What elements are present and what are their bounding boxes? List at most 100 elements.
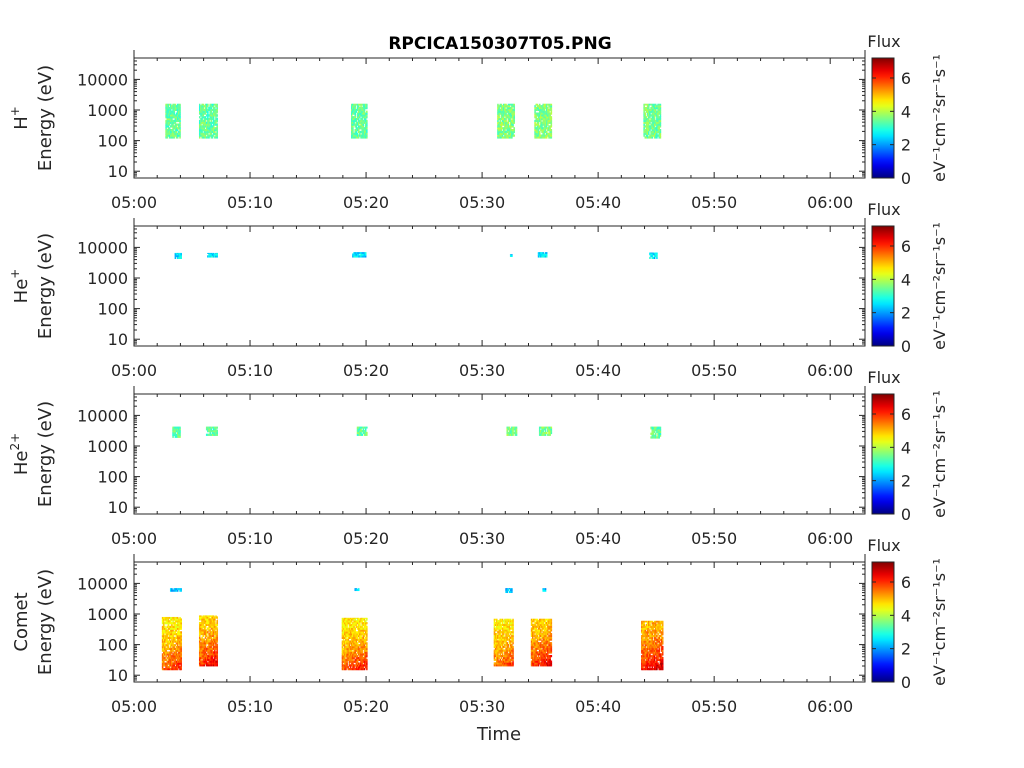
flux-cell: [201, 130, 203, 134]
flux-cell: [649, 620, 651, 623]
flux-cell: [169, 647, 172, 651]
flux-cell: [550, 647, 553, 650]
flux-cell: [347, 627, 350, 630]
flux-cell: [175, 653, 178, 656]
flux-cell: [544, 656, 547, 660]
flux-cell: [360, 649, 362, 652]
flux-cell: [544, 433, 547, 436]
flux-cell: [363, 645, 366, 649]
flux-cell: [512, 662, 514, 665]
flux-cell: [652, 127, 655, 130]
flux-cell: [646, 627, 649, 630]
flux-cell: [500, 114, 503, 117]
flux-cell: [550, 121, 553, 124]
flux-cell: [346, 642, 348, 645]
x-tick-label: 05:10: [227, 193, 273, 212]
flux-cell: [207, 252, 209, 254]
flux-cell: [174, 252, 177, 254]
flux-cell: [207, 116, 209, 119]
flux-cell: [501, 116, 504, 119]
flux-cell: [348, 647, 351, 651]
flux-cell: [641, 640, 643, 643]
flux-cell: [346, 656, 348, 660]
flux-cell: [202, 638, 205, 641]
flux-cell: [200, 119, 202, 123]
flux-cell: [360, 110, 362, 113]
flux-cell: [341, 617, 344, 619]
flux-cell: [178, 132, 180, 135]
flux-cell: [651, 636, 654, 640]
flux-cell: [547, 645, 549, 649]
flux-cell: [200, 616, 202, 619]
flux-cell: [356, 106, 359, 110]
flux-cell: [542, 132, 544, 135]
flux-cell: [174, 649, 177, 652]
flux-cell: [504, 114, 506, 117]
flux-cell: [545, 636, 548, 639]
flux-cell: [366, 617, 368, 619]
flux-cell: [361, 618, 363, 621]
flux-cell: [204, 642, 207, 645]
flux-cell: [176, 106, 179, 110]
flux-cell: [361, 117, 363, 121]
flux-cell: [653, 123, 656, 126]
flux-cell: [215, 121, 217, 124]
flux-cell: [202, 136, 205, 139]
flux-cell: [360, 121, 362, 124]
flux-cell: [542, 647, 544, 650]
flux-cell: [648, 660, 650, 663]
flux-cell: [355, 667, 358, 671]
flux-cell: [166, 653, 169, 656]
flux-cell: [165, 132, 167, 135]
flux-cell: [350, 638, 353, 641]
flux-cell: [544, 119, 547, 123]
flux-cell: [173, 640, 176, 643]
flux-cell: [659, 117, 662, 121]
flux-cell: [494, 653, 497, 656]
flux-cell: [538, 253, 541, 256]
flux-cell: [204, 658, 207, 661]
flux-cell: [534, 127, 536, 130]
flux-cell: [215, 636, 217, 639]
flux-cell: [547, 430, 549, 433]
flux-cell: [541, 649, 543, 652]
flux-cell: [651, 644, 654, 647]
flux-cell: [362, 119, 365, 123]
flux-cell: [508, 127, 511, 130]
flux-cell: [171, 105, 173, 108]
flux-cell: [200, 127, 202, 130]
flux-cell: [543, 106, 546, 110]
flux-cell: [547, 636, 549, 639]
flux-cell: [654, 134, 657, 137]
flux-cell: [657, 121, 659, 124]
flux-cell: [535, 621, 538, 625]
flux-cell: [504, 618, 506, 621]
flux-cell: [200, 653, 202, 656]
flux-cell: [202, 643, 205, 647]
flux-cell: [501, 649, 504, 652]
flux-cell: [345, 634, 347, 638]
flux-cell: [168, 640, 171, 643]
flux-cell: [214, 625, 216, 628]
flux-cell: [211, 127, 214, 130]
flux-cell: [543, 664, 546, 667]
flux-cell: [509, 627, 512, 630]
flux-cell: [180, 664, 182, 667]
flux-cell: [512, 426, 514, 429]
flux-cell: [511, 636, 513, 639]
flux-cell: [544, 134, 547, 137]
flux-cell: [362, 116, 365, 119]
flux-cell: [646, 117, 649, 121]
flux-cell: [210, 123, 213, 126]
flux-cell: [212, 653, 215, 656]
flux-cell: [512, 632, 514, 636]
flux-cell: [356, 431, 359, 435]
flux-cell: [494, 645, 497, 649]
flux-cell: [167, 636, 170, 640]
flux-cell: [498, 664, 500, 667]
flux-cell: [179, 106, 181, 110]
flux-cell: [545, 105, 548, 108]
flux-cell: [363, 134, 366, 137]
flux-cell: [543, 110, 546, 113]
